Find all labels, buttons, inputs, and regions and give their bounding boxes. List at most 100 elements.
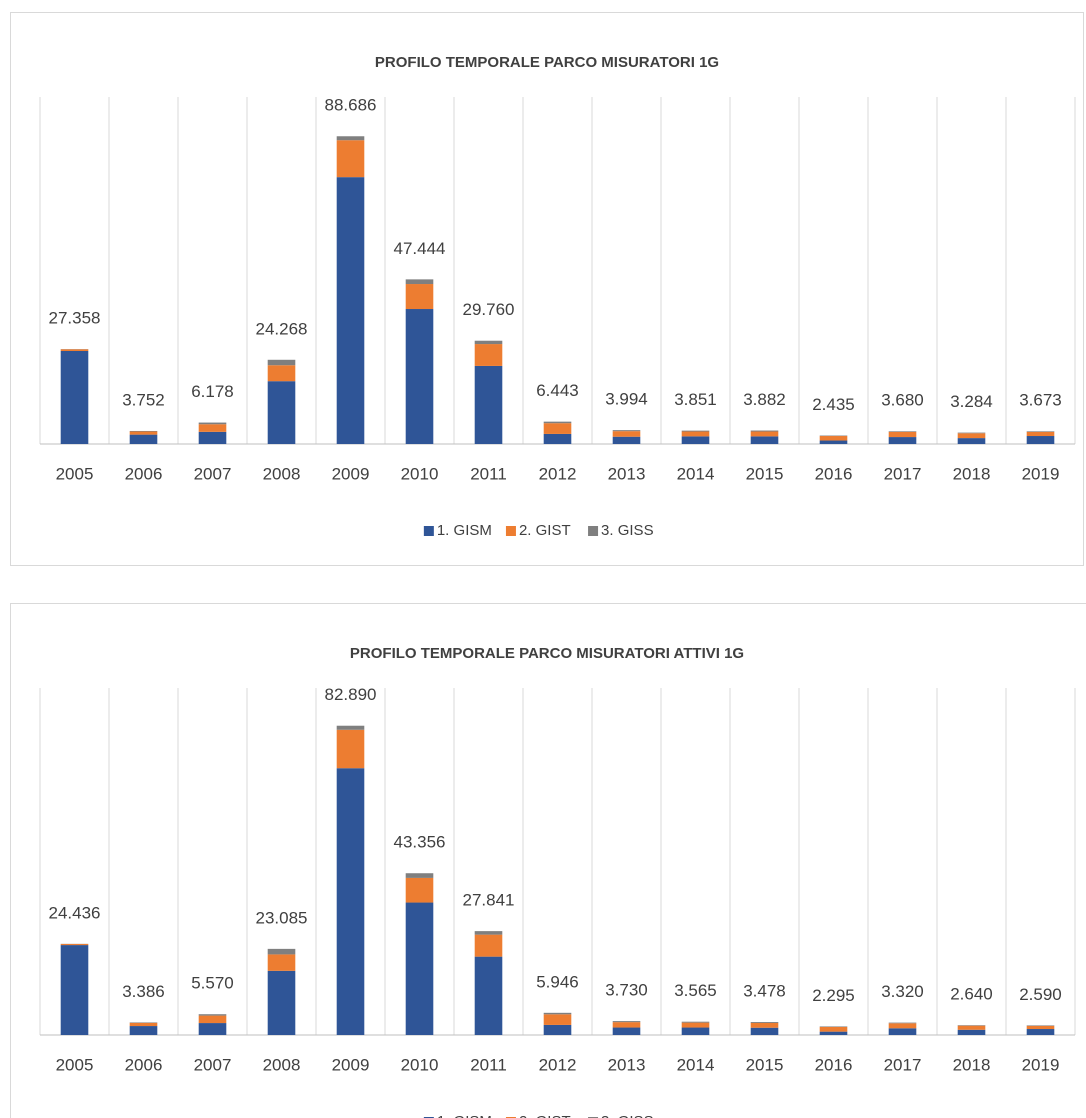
data-label: 88.686 [325,96,377,115]
bar-segment [750,431,779,437]
data-label: 27.358 [49,309,101,328]
bar-segment [129,431,158,435]
x-tick-label: 2007 [194,464,232,483]
bar-segment [612,431,641,437]
bar-segment [750,436,779,444]
bar-segment [543,433,572,444]
bar-segment [129,1022,158,1023]
x-tick-label: 2010 [401,1055,439,1074]
x-tick-label: 2006 [125,464,163,483]
bar-segment [198,1023,227,1035]
data-label: 3.386 [122,982,165,1001]
x-tick-label: 2008 [263,464,301,483]
bar-segment [474,344,503,366]
x-tick-label: 2009 [332,464,370,483]
bar-segment [681,1027,710,1035]
data-label: 3.882 [743,390,786,409]
bar-segment [888,437,917,444]
x-tick-label: 2017 [884,1055,922,1074]
chart-title: PROFILO TEMPORALE PARCO MISURATORI ATTIV… [350,645,744,662]
bar-segment [405,309,434,444]
bar-segment [1026,431,1055,432]
data-label: 5.946 [536,972,579,991]
bar-segment [474,956,503,1035]
bar-segment [750,1022,779,1028]
data-label: 3.994 [605,390,648,409]
data-label: 3.730 [605,981,648,1000]
legend-label: 1. GISM [437,1113,492,1118]
bar-segment [267,948,296,955]
x-tick-label: 2016 [815,464,853,483]
legend-label: 1. GISM [437,522,492,539]
x-tick-label: 2006 [125,1055,163,1074]
bar-segment [543,1024,572,1035]
data-label: 3.851 [674,390,717,409]
data-label: 2.295 [812,986,855,1005]
bar-segment [612,430,641,432]
x-tick-label: 2015 [746,1055,784,1074]
bar-segment [888,1028,917,1035]
bar-segment [1026,1025,1055,1026]
bar-segment [336,768,365,1035]
bar-segment [60,349,89,352]
legend-label: 2. GIST [519,1113,571,1118]
bar-segment [198,1014,227,1016]
bar-segment [198,431,227,444]
x-tick-label: 2012 [539,1055,577,1074]
bar-segment [198,1015,227,1024]
bar-segment [819,440,848,444]
bar-segment [681,431,710,437]
data-label: 24.268 [256,319,308,338]
bar-segment [198,422,227,425]
x-tick-label: 2017 [884,464,922,483]
legend-swatch [423,526,434,536]
x-tick-label: 2005 [56,464,94,483]
legend-label: 2. GIST [519,522,571,539]
x-tick-label: 2013 [608,1055,646,1074]
bar-segment [750,430,779,432]
legend-swatch [588,526,599,536]
x-tick-label: 2008 [263,1055,301,1074]
bar-segment [474,365,503,444]
bar-segment [750,1027,779,1035]
bar-segment [405,284,434,310]
data-label: 3.320 [881,982,924,1001]
data-label: 24.436 [49,903,101,922]
bar-segment [474,931,503,935]
x-tick-label: 2018 [953,1055,991,1074]
bar-segment [474,934,503,957]
data-label: 2.590 [1019,985,1062,1004]
bar-segment [1026,1029,1055,1035]
bar-segment [957,1029,986,1035]
data-label: 29.760 [463,300,515,319]
data-label: 3.673 [1019,391,1062,410]
data-label: 3.565 [674,981,717,1000]
data-label: 47.444 [394,239,446,258]
x-tick-label: 2018 [953,464,991,483]
bar-segment [129,434,158,444]
legend-label: 3. GISS [601,1113,654,1118]
bar-segment [819,1026,848,1032]
bar-segment [612,1027,641,1035]
bar-segment [957,438,986,444]
bar-segment [60,351,89,444]
bar-segment [1026,1025,1055,1030]
bar-segment [129,430,158,432]
x-tick-label: 2011 [470,464,507,483]
bar-segment [336,729,365,769]
x-tick-label: 2007 [194,1055,232,1074]
data-label: 6.178 [191,382,234,401]
bar-segment [888,1022,917,1024]
bar-segment [405,902,434,1035]
data-label: 27.841 [463,891,515,910]
bar-segment [1026,436,1055,444]
bar-segment [267,365,296,382]
bar-segment [681,436,710,444]
bar-segment [267,359,296,366]
bar-segment [336,136,365,141]
legend-label: 3. GISS [601,522,654,539]
x-tick-label: 2014 [677,464,715,483]
x-tick-label: 2012 [539,464,577,483]
bar-segment [957,1025,986,1030]
